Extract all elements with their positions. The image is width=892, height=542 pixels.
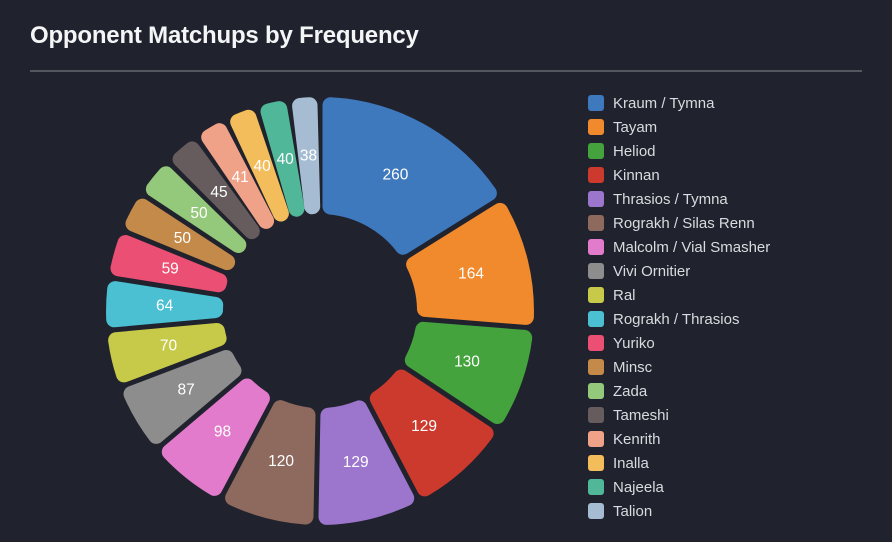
pie-value-label-tameshi: 45 [210,184,227,201]
pie-value-label-zada: 50 [190,205,208,222]
legend-label-malcolm-vial-smasher: Malcolm / Vial Smasher [613,238,771,256]
legend-swatch-yuriko [588,335,604,351]
legend-item-heliod[interactable]: Heliod [588,139,770,163]
pie-segment-minsc[interactable] [125,198,236,271]
legend-item-rograkh-thrasios[interactable]: Rograkh / Thrasios [588,307,770,331]
legend-label-najeela: Najeela [613,478,664,496]
pie-segment-rograkh-thrasios[interactable] [106,281,224,328]
pie-value-label-yuriko: 59 [162,261,179,278]
legend: Kraum / Tymna Tayam Heliod Kinnan Thrasios /… [588,91,770,523]
pie-value-label-ral: 70 [160,338,178,355]
legend-swatch-thrasios-tymna [588,191,604,207]
pie-value-label-rograkh-thrasios: 64 [156,297,174,314]
pie-value-label-tayam: 164 [458,266,484,283]
legend-label-kraum-tymna: Kraum / Tymna [613,94,715,112]
legend-label-talion: Talion [613,502,653,520]
legend-label-vivi-ornitier: Vivi Ornitier [613,262,691,280]
legend-item-malcolm-vial-smasher[interactable]: Malcolm / Vial Smasher [588,235,770,259]
legend-swatch-kenrith [588,431,604,447]
legend-item-talion[interactable]: Talion [588,499,770,523]
pie-segment-kraum-tymna[interactable] [322,97,497,255]
pie-segment-kinnan[interactable] [369,369,494,497]
chart-title: Opponent Matchups by Frequency [30,22,419,49]
legend-item-inalla[interactable]: Inalla [588,451,770,475]
legend-swatch-najeela [588,479,604,495]
legend-item-zada[interactable]: Zada [588,379,770,403]
legend-swatch-tameshi [588,407,604,423]
legend-label-tameshi: Tameshi [613,406,669,424]
legend-item-rograkh-silas-renn[interactable]: Rograkh / Silas Renn [588,211,770,235]
legend-label-zada: Zada [613,382,648,400]
legend-swatch-minsc [588,359,604,375]
legend-label-yuriko: Yuriko [613,334,655,352]
legend-swatch-kinnan [588,167,604,183]
pie-segment-zada[interactable] [145,166,247,253]
pie-value-label-kinnan: 129 [411,418,437,435]
legend-item-tameshi[interactable]: Tameshi [588,403,770,427]
legend-label-tayam: Tayam [613,118,658,136]
pie-value-label-heliod: 130 [454,353,480,370]
legend-label-minsc: Minsc [613,358,653,376]
legend-label-rograkh-thrasios: Rograkh / Thrasios [613,310,740,328]
pie-value-label-kraum-tymna: 260 [382,167,408,184]
pie-value-label-vivi-ornitier: 87 [177,382,194,399]
pie-value-label-najeela: 40 [277,151,295,168]
legend-item-kinnan[interactable]: Kinnan [588,163,770,187]
pie-segment-najeela[interactable] [260,101,305,217]
pie-segment-rograkh-silas-renn[interactable] [225,400,316,525]
legend-item-kraum-tymna[interactable]: Kraum / Tymna [588,91,770,115]
legend-label-kenrith: Kenrith [613,430,661,448]
legend-swatch-zada [588,383,604,399]
pie-segment-heliod[interactable] [404,321,533,424]
legend-swatch-heliod [588,143,604,159]
pie-segment-inalla[interactable] [230,109,289,222]
legend-label-ral: Ral [613,286,636,304]
pie-value-label-inalla: 40 [253,158,271,175]
pie-segment-thrasios-tymna[interactable] [318,400,415,525]
legend-swatch-ral [588,287,604,303]
legend-swatch-rograkh-thrasios [588,311,604,327]
legend-item-kenrith[interactable]: Kenrith [588,427,770,451]
legend-swatch-vivi-ornitier [588,263,604,279]
pie-segment-kenrith[interactable] [201,123,275,229]
pie-segment-malcolm-vial-smasher[interactable] [161,378,270,496]
pie-value-label-rograkh-silas-renn: 120 [268,453,294,470]
pie-value-label-talion: 38 [300,147,317,164]
legend-item-vivi-ornitier[interactable]: Vivi Ornitier [588,259,770,283]
legend-label-kinnan: Kinnan [613,166,660,184]
pie-value-label-kenrith: 41 [232,169,249,186]
legend-swatch-kraum-tymna [588,95,604,111]
legend-item-ral[interactable]: Ral [588,283,770,307]
legend-swatch-malcolm-vial-smasher [588,239,604,255]
legend-swatch-rograkh-silas-renn [588,215,604,231]
pie-segment-tayam[interactable] [406,202,534,325]
pie-segment-ral[interactable] [108,323,227,383]
pie-segment-vivi-ornitier[interactable] [123,350,242,444]
legend-label-inalla: Inalla [613,454,649,472]
legend-swatch-talion [588,503,604,519]
legend-label-heliod: Heliod [613,142,656,160]
legend-swatch-tayam [588,119,604,135]
pie-segment-tameshi[interactable] [172,141,260,240]
legend-item-yuriko[interactable]: Yuriko [588,331,770,355]
pie-value-label-thrasios-tymna: 129 [343,454,369,471]
pie-value-label-malcolm-vial-smasher: 98 [214,424,231,441]
legend-label-rograkh-silas-renn: Rograkh / Silas Renn [613,214,755,232]
legend-label-thrasios-tymna: Thrasios / Tymna [613,190,728,208]
legend-item-thrasios-tymna[interactable]: Thrasios / Tymna [588,187,770,211]
legend-item-najeela[interactable]: Najeela [588,475,770,499]
pie-segment-yuriko[interactable] [110,235,228,293]
divider [30,70,862,72]
legend-item-minsc[interactable]: Minsc [588,355,770,379]
legend-item-tayam[interactable]: Tayam [588,115,770,139]
legend-swatch-inalla [588,455,604,471]
pie-value-label-minsc: 50 [174,230,192,247]
pie-segment-talion[interactable] [292,97,321,215]
